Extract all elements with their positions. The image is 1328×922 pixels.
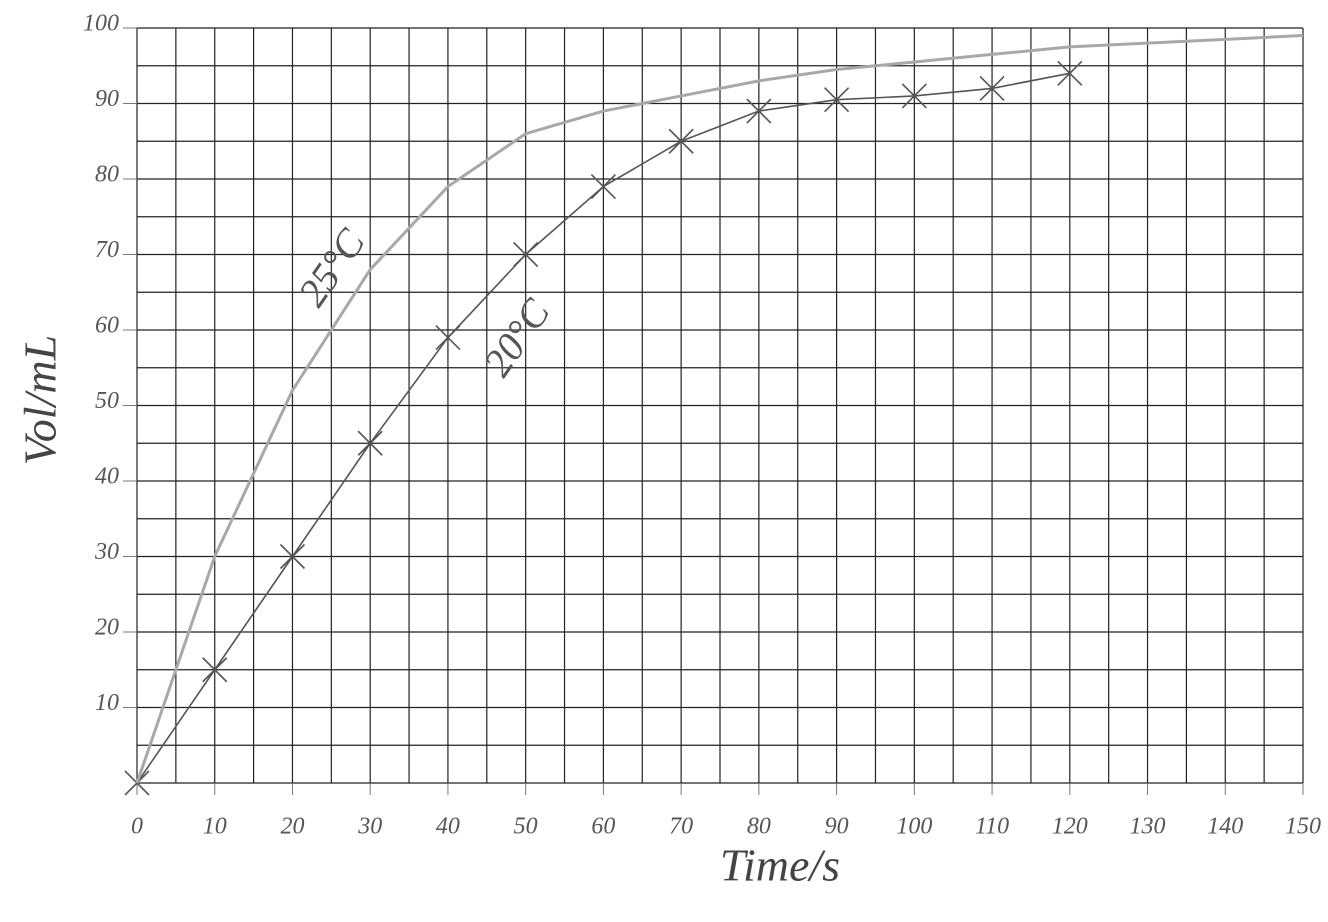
- x-tick-label: 70: [669, 814, 693, 840]
- y-tick-label: 70: [95, 237, 119, 263]
- y-tick-label: 30: [94, 539, 119, 565]
- x-tick-label: 10: [203, 814, 227, 840]
- y-tick-label: 40: [95, 464, 119, 490]
- y-tick-label: 10: [95, 690, 119, 716]
- y-tick-label: 60: [95, 313, 119, 339]
- x-tick-label: 140: [1207, 814, 1243, 840]
- x-tick-label: 150: [1285, 814, 1321, 840]
- x-tick-label: 30: [357, 814, 382, 840]
- x-tick-label: 0: [131, 814, 143, 840]
- y-tick-label: 50: [95, 388, 119, 414]
- chart: Time/s Vol/mL 0 10 20 30 40 50 60 70 80 90 100 110 1…: [0, 0, 1328, 922]
- x-tick-label: 90: [825, 814, 849, 840]
- x-tick-label: 110: [975, 814, 1009, 840]
- x-tick-label: 60: [591, 814, 615, 840]
- x-tick-label: 40: [436, 814, 460, 840]
- x-tick-label: 20: [280, 814, 304, 840]
- y-tick-label: 90: [95, 86, 119, 112]
- y-axis-title: Vol/mL: [15, 335, 66, 465]
- x-tick-label: 100: [896, 814, 932, 840]
- x-axis-title: Time/s: [720, 840, 840, 891]
- x-tick-label: 50: [514, 814, 538, 840]
- y-tick-label: 100: [83, 11, 119, 37]
- x-tick-label: 120: [1052, 814, 1088, 840]
- x-tick-label: 130: [1130, 814, 1166, 840]
- series-label: 25°C: [289, 220, 374, 315]
- x-tick-label: 80: [747, 814, 771, 840]
- y-tick-label: 20: [95, 615, 119, 641]
- y-tick-label: 80: [95, 162, 119, 188]
